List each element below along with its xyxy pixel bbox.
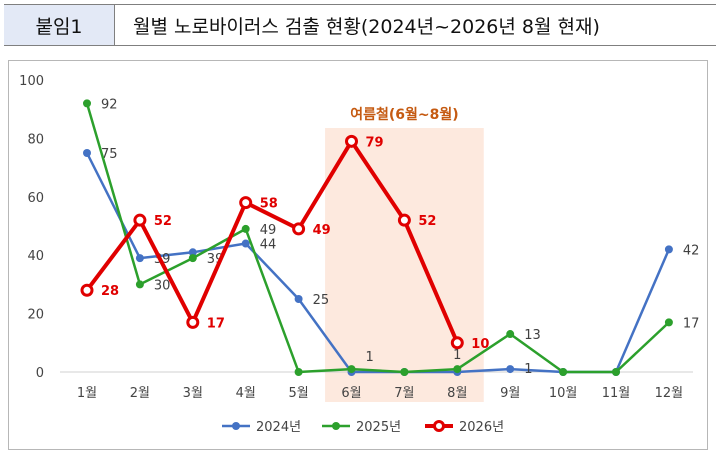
data-label: 52 (418, 214, 436, 229)
data-point-2025년 (135, 280, 144, 289)
data-point-2024년 (188, 248, 197, 257)
legend-label: 2026년 (459, 420, 504, 435)
data-label: 58 (260, 197, 278, 212)
y-tick-label: 80 (27, 132, 44, 147)
data-label: 49 (260, 223, 277, 238)
x-tick-label: 5월 (288, 386, 308, 401)
data-label: 1 (524, 362, 532, 377)
x-tick-label: 10월 (549, 386, 578, 401)
y-tick-label: 0 (36, 366, 44, 381)
summer-highlight-band (325, 128, 484, 402)
data-point-2024년 (506, 365, 515, 374)
x-tick-label: 2월 (130, 386, 150, 401)
data-point-2024년 (664, 245, 673, 254)
data-point-2024년 (294, 295, 303, 303)
x-tick-label: 7월 (394, 386, 414, 401)
legend-label: 2024년 (256, 420, 301, 435)
series-line-2026년 (85, 139, 460, 344)
data-point-2026년 (133, 213, 147, 227)
data-point-2025년 (347, 365, 356, 374)
page-title: 월별 노로바이러스 검출 현황(2024년~2026년 8월 현재) (133, 15, 600, 38)
data-point-2025년 (83, 99, 91, 108)
summer-annotation-label: 여름철(6월~8월) (350, 106, 458, 123)
data-label: 17 (683, 316, 700, 331)
data-point-2025년 (294, 368, 303, 376)
data-point-2025년 (241, 224, 250, 233)
data-point-2025년 (506, 330, 515, 339)
data-point-2026년 (450, 336, 464, 350)
x-tick-label: 1월 (77, 386, 97, 401)
y-tick-label: 40 (27, 249, 44, 264)
legend-marker-2025년 (332, 422, 340, 430)
data-label: 79 (366, 135, 384, 150)
x-tick-label: 4월 (236, 386, 256, 401)
data-point-2025년 (400, 368, 409, 376)
data-point-2025년 (453, 365, 462, 374)
x-tick-label: 11월 (602, 386, 631, 401)
data-point-2024년 (83, 149, 91, 157)
data-label: 28 (101, 284, 119, 299)
x-tick-label: 3월 (183, 386, 203, 401)
data-point-2026년 (80, 283, 94, 297)
y-tick-label: 20 (27, 308, 44, 323)
data-label: 52 (154, 214, 172, 229)
data-label: 17 (207, 316, 225, 331)
data-label: 30 (154, 278, 171, 293)
data-label: 49 (313, 223, 331, 238)
data-label: 25 (313, 293, 330, 308)
data-point-2025년 (664, 318, 673, 327)
data-label: 92 (101, 97, 118, 112)
data-point-2024년 (135, 254, 144, 263)
x-tick-label: 6월 (341, 386, 361, 401)
x-tick-label: 12월 (655, 386, 684, 401)
data-point-2024년 (241, 239, 250, 248)
data-label: 13 (524, 328, 541, 343)
data-point-2025년 (559, 368, 568, 376)
data-label: 10 (471, 337, 489, 352)
x-tick-label: 9월 (500, 386, 520, 401)
legend-marker-2024년 (232, 422, 240, 430)
legend-label: 2025년 (356, 420, 401, 435)
legend-marker-2026년 (433, 420, 445, 432)
data-label: 1 (366, 350, 374, 365)
data-label: 1 (453, 348, 461, 363)
data-label: 75 (101, 147, 118, 162)
header-bar: 붙임1 월별 노로바이러스 검출 현황(2024년~2026년 8월 현재) (4, 4, 716, 46)
data-point-2025년 (188, 254, 197, 263)
data-point-2026년 (397, 213, 411, 227)
series-line-2025년 (85, 103, 670, 374)
data-label: 44 (260, 238, 277, 253)
attachment-label: 붙임1 (4, 5, 115, 45)
data-label: 42 (683, 243, 700, 258)
y-tick-label: 100 (19, 74, 44, 89)
data-point-2026년 (186, 315, 200, 329)
x-tick-label: 8월 (447, 386, 467, 401)
data-point-2026년 (345, 134, 358, 148)
chart-frame (8, 60, 708, 450)
y-tick-label: 60 (27, 191, 44, 206)
data-point-2025년 (612, 368, 620, 376)
data-point-2026년 (239, 196, 253, 210)
data-point-2026년 (292, 222, 306, 236)
